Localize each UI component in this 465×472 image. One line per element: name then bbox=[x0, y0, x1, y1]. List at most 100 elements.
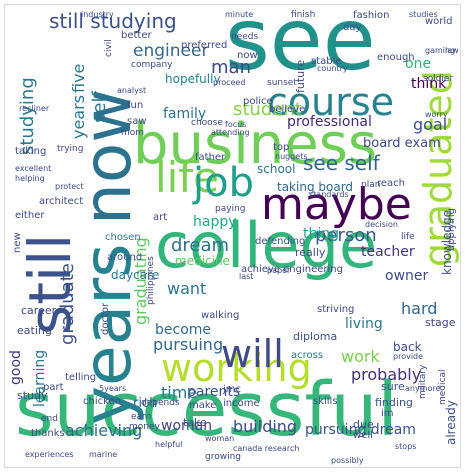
cloud-word: attending bbox=[211, 128, 250, 137]
cloud-word: day bbox=[343, 22, 362, 33]
cloud-word: pursuing dream bbox=[305, 422, 416, 438]
cloud-word: plan bbox=[361, 180, 381, 190]
cloud-word: paying bbox=[215, 204, 246, 214]
cloud-word: teacher bbox=[361, 244, 415, 260]
cloud-word: one bbox=[405, 56, 432, 72]
cloud-word: become bbox=[155, 322, 212, 338]
cloud-word: stage bbox=[425, 316, 456, 329]
cloud-word: new bbox=[12, 232, 23, 253]
cloud-word: job bbox=[193, 160, 254, 206]
cloud-word: medicine bbox=[175, 254, 230, 268]
cloud-word: taking bbox=[15, 146, 47, 157]
cloud-word: school bbox=[257, 162, 296, 176]
cloud-word: fun bbox=[127, 100, 144, 111]
cloud-word: woman bbox=[161, 418, 213, 434]
cloud-word: 5years bbox=[99, 384, 127, 393]
cloud-word: law bbox=[445, 46, 459, 55]
cloud-word: rich bbox=[133, 396, 158, 411]
cloud-word: either bbox=[15, 210, 45, 221]
cloud-word: achieving bbox=[65, 421, 143, 440]
cloud-word: life bbox=[155, 153, 219, 202]
cloud-word: top bbox=[273, 142, 290, 153]
cloud-word: building bbox=[233, 417, 298, 436]
cloud-word: back bbox=[393, 340, 422, 354]
cloud-word: doctor bbox=[100, 302, 111, 335]
cloud-word: growing bbox=[205, 452, 241, 462]
cloud-word: take bbox=[183, 416, 207, 429]
cloud-word: company bbox=[131, 60, 173, 70]
cloud-word: protect bbox=[55, 182, 84, 191]
cloud-word: minute bbox=[225, 10, 254, 19]
cloud-word: college bbox=[155, 209, 378, 282]
cloud-word: board exam bbox=[363, 136, 441, 151]
cloud-word: standards bbox=[309, 190, 349, 199]
cloud-word: thanks bbox=[31, 428, 65, 439]
cloud-word: goal bbox=[413, 115, 448, 134]
cloud-word: believe bbox=[269, 104, 306, 115]
cloud-word: defending bbox=[255, 236, 306, 247]
cloud-word: world bbox=[425, 16, 453, 27]
cloud-word: walking bbox=[201, 310, 240, 321]
word-cloud: see successful college years now business mayb… bbox=[4, 4, 461, 468]
cloud-word: art bbox=[153, 212, 168, 223]
cloud-word: student bbox=[233, 99, 302, 120]
cloud-word: country bbox=[317, 64, 348, 73]
cloud-word: architect bbox=[39, 196, 84, 207]
cloud-word: dream bbox=[171, 235, 230, 256]
cloud-word: parents bbox=[187, 384, 241, 400]
cloud-word: happy bbox=[193, 214, 237, 230]
cloud-word: finding bbox=[375, 396, 413, 409]
cloud-word: better bbox=[121, 30, 152, 41]
cloud-word: part bbox=[43, 382, 64, 393]
cloud-word: across bbox=[291, 350, 324, 361]
cloud-word: last bbox=[239, 272, 254, 281]
cloud-word: paper bbox=[267, 266, 291, 275]
cloud-word: successful bbox=[15, 367, 398, 453]
cloud-word: striving bbox=[317, 304, 355, 315]
cloud-word: person bbox=[315, 225, 377, 246]
cloud-word: trying bbox=[57, 144, 84, 154]
cloud-word: depends bbox=[141, 398, 180, 408]
cloud-word: taking board bbox=[277, 180, 354, 194]
cloud-word: around bbox=[107, 252, 143, 263]
cloud-word: income bbox=[223, 398, 260, 409]
cloud-word: family bbox=[163, 106, 207, 122]
cloud-word: helping bbox=[15, 174, 45, 183]
cloud-word: see self bbox=[303, 151, 380, 175]
cloud-word: owner bbox=[385, 268, 429, 284]
cloud-word: provide bbox=[393, 352, 424, 361]
cloud-word: engineer bbox=[133, 41, 209, 61]
cloud-word: industry bbox=[81, 10, 114, 19]
cloud-word: earn bbox=[131, 412, 152, 422]
cloud-word: saw bbox=[127, 116, 147, 127]
cloud-word: money bbox=[129, 422, 160, 432]
cloud-word: graduate bbox=[57, 263, 78, 345]
cloud-word: chicken bbox=[83, 396, 122, 407]
cloud-word: enough bbox=[377, 52, 415, 63]
cloud-word: possibly bbox=[331, 456, 364, 465]
cloud-word: maybe bbox=[261, 179, 412, 230]
cloud-word: time bbox=[161, 383, 198, 402]
cloud-word: future bbox=[294, 59, 307, 93]
cloud-word: woman bbox=[205, 434, 235, 443]
cloud-word: chosen bbox=[105, 232, 141, 243]
cloud-word: skills bbox=[313, 396, 338, 407]
cloud-word: worry bbox=[425, 110, 448, 119]
cloud-word: jmc bbox=[223, 384, 242, 395]
cloud-word: study bbox=[17, 389, 48, 402]
cloud-word: daycare bbox=[111, 268, 160, 282]
cloud-word: hard bbox=[401, 299, 438, 318]
cloud-word: canada research bbox=[233, 444, 300, 453]
cloud-word: pursuing bbox=[153, 335, 224, 354]
cloud-word: reach bbox=[377, 178, 406, 189]
cloud-word: stops bbox=[395, 442, 417, 451]
cloud-word: police bbox=[243, 96, 273, 107]
cloud-word: professional bbox=[287, 114, 372, 130]
cloud-word: experiences bbox=[25, 450, 74, 459]
cloud-word: military bbox=[418, 364, 428, 399]
cloud-word: working bbox=[161, 346, 312, 390]
cloud-word: diploma bbox=[293, 330, 338, 343]
cloud-word: sure bbox=[381, 380, 405, 393]
cloud-word: focus bbox=[225, 120, 247, 129]
cloud-word: life bbox=[401, 232, 415, 242]
